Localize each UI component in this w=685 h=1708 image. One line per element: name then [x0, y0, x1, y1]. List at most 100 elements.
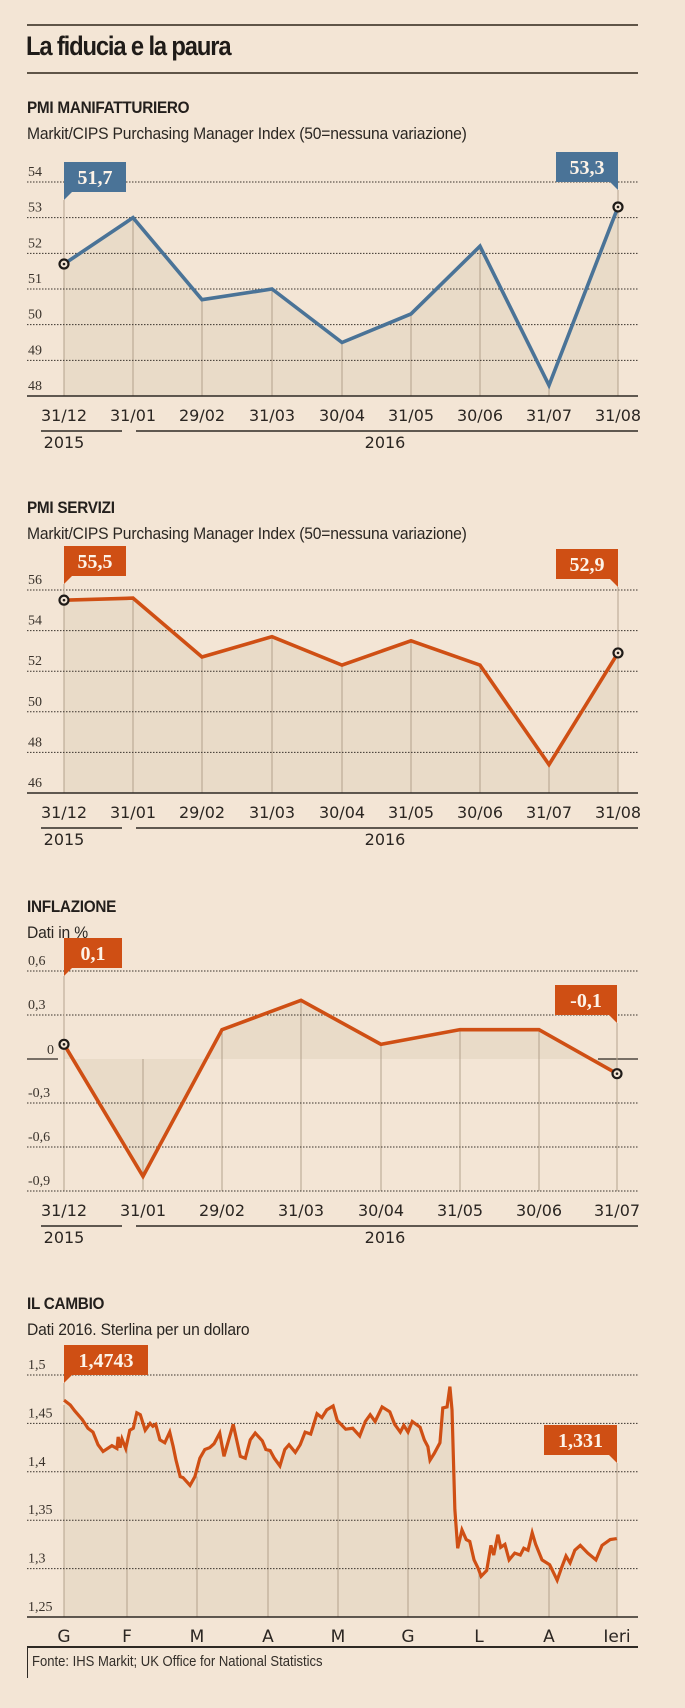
chart-pmi-servizi: 46 48 50 52 54 56 31/12 31/01 29/02 31/03 30/04 31/… [27, 546, 641, 849]
x-tick-label: 31/03 [249, 406, 295, 425]
badge-shape [544, 1425, 617, 1463]
x-tick-label: 31/07 [526, 803, 572, 822]
title-bottom-rule [27, 72, 638, 74]
x-tick-label: 30/04 [319, 803, 365, 822]
x-tick-label: 29/02 [179, 406, 225, 425]
badge-label: 53,3 [570, 157, 605, 179]
area-fill [64, 1000, 617, 1177]
chart-subtitle-pmi-manifatturiero: Markit/CIPS Purchasing Manager Index (50… [27, 124, 467, 143]
y-tick-label: 46 [28, 776, 42, 791]
x-tick-label: 31/01 [110, 406, 156, 425]
value-badge: 53,3 [556, 152, 618, 190]
x-tick-label: 30/06 [457, 406, 503, 425]
chart-title-pmi-manifatturiero: PMI MANIFATTURIERO [27, 98, 190, 117]
badge-shape [64, 546, 126, 584]
badge-label: 52,9 [570, 554, 605, 576]
area-fill [64, 1386, 617, 1617]
x-tick-label: 31/05 [388, 803, 434, 822]
chart-pmi-manifatturiero: 48 49 50 51 52 53 54 31/12 31/01 29/02 31/03 30/04 3… [27, 152, 641, 452]
x-tick-label: 31/12 [41, 803, 87, 822]
badge-label: 0,1 [81, 943, 106, 965]
series-line [62, 998, 618, 1180]
endpoint-marker-dot [62, 262, 66, 266]
chart-il-cambio: 1,25 1,3 1,35 1,4 1,45 1,5 G F M A M G L A Ieri 1,4743 1… [27, 1345, 638, 1647]
x-tick-label: Ieri [603, 1627, 630, 1647]
y-tick-label: 1,5 [28, 1358, 46, 1373]
value-badge: 55,5 [64, 546, 126, 584]
endpoint-marker-dot [62, 1043, 66, 1046]
badge-shape [555, 985, 617, 1023]
endpoint-marker-dot [616, 205, 620, 209]
x-tick-label: 31/01 [120, 1201, 166, 1220]
page-title: La fiducia e la paura [26, 31, 232, 61]
value-badge: -0,1 [555, 985, 617, 1023]
value-badge: 1,4743 [64, 1345, 148, 1383]
chart-subtitle-il-cambio: Dati 2016. Sterlina per un dollaro [27, 1320, 250, 1339]
x-tick-label: 31/05 [437, 1201, 483, 1220]
x-tick-label: M [190, 1627, 205, 1647]
year-label: 2015 [44, 830, 85, 849]
x-tick-label: 31/07 [594, 1201, 640, 1220]
badge-shape [556, 549, 618, 587]
x-tick-label: A [543, 1627, 555, 1647]
x-tick-label: G [57, 1627, 70, 1647]
x-tick-label: G [401, 1627, 414, 1647]
y-tick-label: 48 [28, 379, 42, 394]
chart-title-inflazione: INFLAZIONE [27, 897, 117, 916]
chart-title-il-cambio: IL CAMBIO [27, 1294, 105, 1313]
source-note: Fonte: IHS Markit; UK Office for Nationa… [27, 1646, 638, 1678]
y-tick-label: 1,3 [28, 1552, 46, 1567]
x-tick-label: 31/01 [110, 803, 156, 822]
year-label: 2016 [365, 830, 406, 849]
x-tick-label: 31/12 [41, 1201, 87, 1220]
chart-inflazione: -0,9 -0,6 -0,3 0 0,3 0,6 31/12 31/01 29/02 31/03 3… [27, 938, 640, 1247]
badge-label: 1,4743 [79, 1350, 134, 1372]
y-tick-label: 1,45 [28, 1406, 53, 1421]
badge-label: 55,5 [78, 551, 113, 573]
x-tick-label: 31/03 [278, 1201, 324, 1220]
value-badge: 51,7 [64, 162, 126, 200]
y-tick-label: -0,3 [28, 1086, 50, 1101]
endpoint-marker-dot [62, 598, 66, 602]
chart-subtitle-pmi-servizi: Markit/CIPS Purchasing Manager Index (50… [27, 524, 467, 543]
badge-shape [64, 938, 122, 976]
y-tick-label: 48 [28, 735, 42, 750]
year-label: 2016 [365, 433, 406, 452]
y-tick-label: 0,3 [28, 998, 46, 1013]
endpoint-marker-dot [616, 651, 620, 655]
x-tick-label: 29/02 [179, 803, 225, 822]
badge-label: 1,331 [558, 1430, 603, 1452]
y-tick-label: 51 [28, 272, 42, 287]
y-tick-label: 49 [28, 343, 42, 358]
y-tick-label: 50 [28, 308, 42, 323]
title-top-rule [27, 24, 638, 26]
x-tick-label: 31/05 [388, 406, 434, 425]
badge-shape [64, 1345, 148, 1383]
value-badge: 1,331 [544, 1425, 617, 1463]
y-tick-label: 52 [28, 236, 42, 251]
chart-subtitle-inflazione: Dati in % [27, 923, 88, 942]
badge-shape [64, 162, 126, 200]
x-tick-label: M [331, 1627, 346, 1647]
y-tick-label: 56 [28, 573, 42, 588]
badge-label: -0,1 [570, 990, 602, 1012]
x-tick-label: 30/06 [516, 1201, 562, 1220]
y-tick-label: 52 [28, 654, 42, 669]
y-tick-label: 54 [28, 614, 42, 629]
x-tick-label: 31/07 [526, 406, 572, 425]
x-tick-label: A [262, 1627, 274, 1647]
series-line [63, 1386, 618, 1585]
y-tick-label: 1,4 [28, 1455, 46, 1470]
x-tick-label: 31/08 [595, 803, 641, 822]
year-label: 2016 [365, 1228, 406, 1247]
y-tick-label: 54 [28, 165, 42, 180]
y-tick-label: -0,9 [28, 1174, 50, 1189]
y-tick-label: 53 [28, 201, 42, 216]
y-tick-label: 0,6 [28, 954, 46, 969]
badge-shape [556, 152, 618, 190]
year-label: 2015 [44, 433, 85, 452]
x-tick-label: L [474, 1627, 484, 1647]
y-tick-label: 1,25 [28, 1600, 53, 1615]
source-text: Fonte: IHS Markit; UK Office for Nationa… [32, 1654, 323, 1670]
x-tick-label: 31/12 [41, 406, 87, 425]
